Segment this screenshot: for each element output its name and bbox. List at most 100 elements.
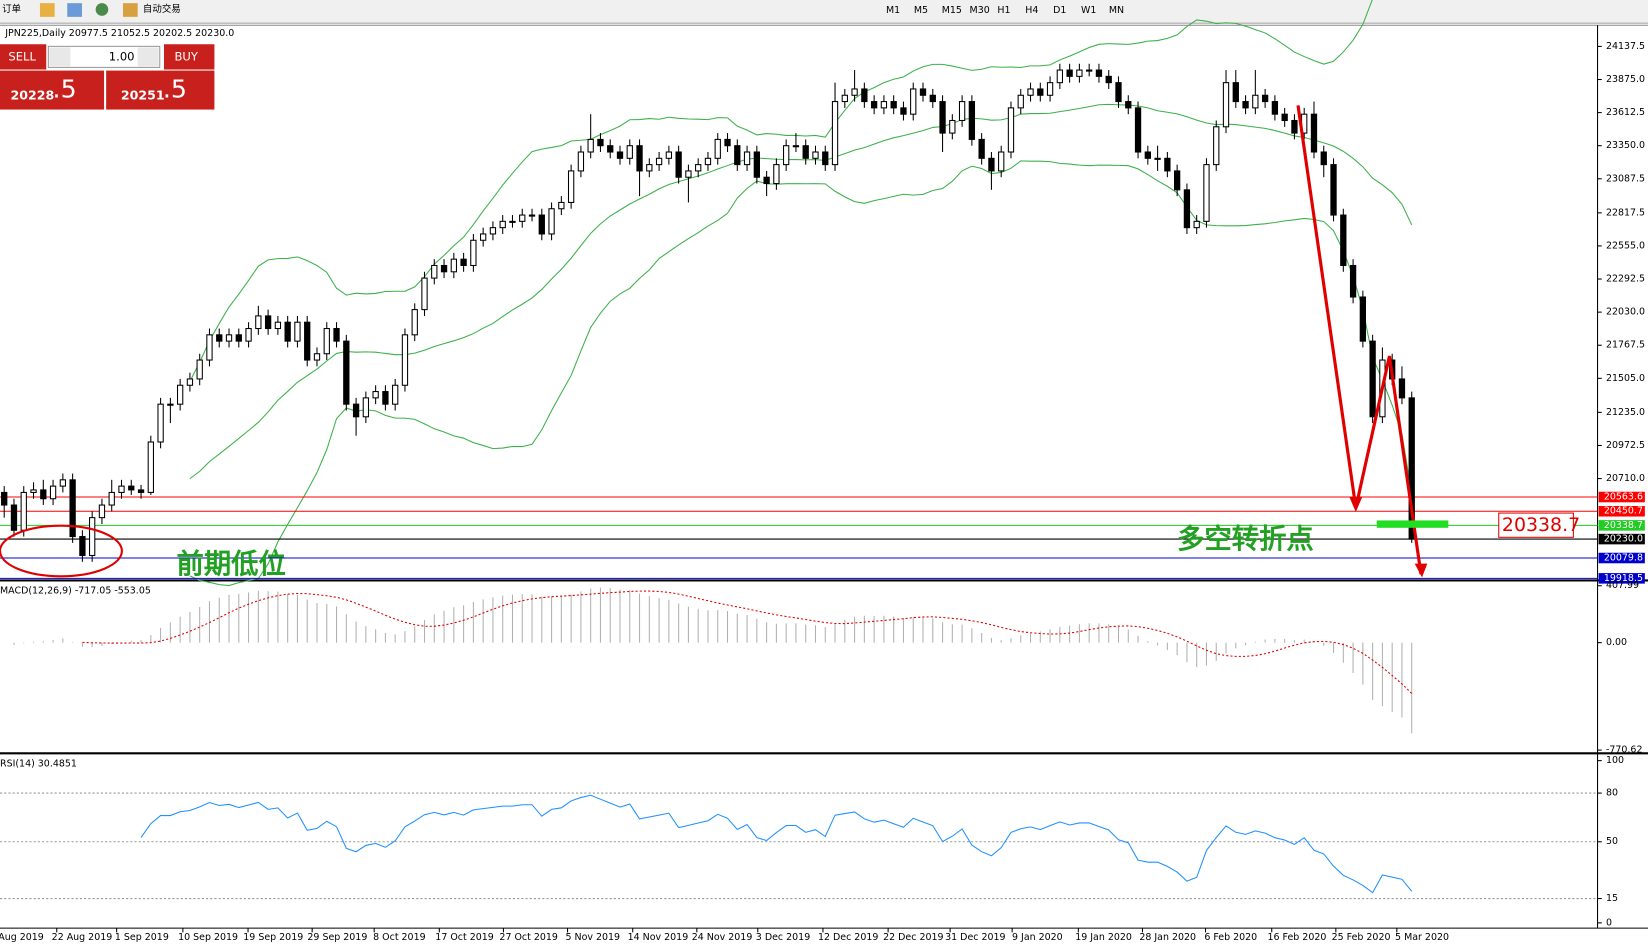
timeframe-button[interactable]: D1 (1053, 5, 1066, 16)
candle-body (401, 334, 409, 386)
candle-body (216, 334, 223, 342)
buy-label[interactable]: BUY (174, 49, 198, 63)
candle-body (480, 233, 487, 241)
timeframe-button[interactable]: H4 (1025, 5, 1038, 16)
candle-body (167, 403, 174, 406)
buy-button[interactable] (163, 44, 215, 70)
y-tick-label: 23350.0 (1606, 140, 1645, 151)
buy-price-frac[interactable]: .5 (163, 75, 187, 104)
candle-body (196, 359, 203, 380)
candle-body (939, 101, 946, 134)
candle-body (1066, 69, 1073, 77)
toolbar-auto-trading[interactable]: 自动交易 (143, 3, 181, 15)
buy-price-box[interactable] (106, 70, 215, 110)
timeframe-button[interactable]: M30 (970, 5, 990, 16)
candle-body (225, 334, 233, 342)
candle-body (20, 491, 27, 531)
sell-price-box[interactable] (0, 70, 105, 110)
candle-body (1105, 75, 1112, 84)
timeframe-button[interactable]: M1 (886, 5, 900, 16)
sell-label[interactable]: SELL (8, 49, 36, 63)
volume-down[interactable] (49, 47, 71, 67)
candle-body (323, 327, 330, 355)
y-tick-label: 21505.0 (1606, 373, 1645, 384)
volume-up[interactable] (137, 47, 159, 67)
drawn-arrow (1354, 355, 1423, 575)
level-label: 20230.0 (1604, 534, 1643, 545)
y-tick-label: 21235.0 (1606, 407, 1645, 418)
candle-body (880, 101, 888, 109)
candle-body (626, 145, 633, 159)
x-tick-label: 10 Sep 2019 (178, 932, 238, 943)
x-tick-label: 9 Jan 2020 (1012, 932, 1063, 943)
candle-body (998, 151, 1005, 172)
candle-body (890, 101, 897, 109)
drawn-ellipse (0, 524, 123, 578)
candle-body (968, 101, 976, 140)
candle-body (431, 264, 438, 279)
annotation-box (1498, 512, 1574, 538)
sell-price-frac[interactable]: .5 (53, 75, 77, 104)
y-tick-label: 22030.0 (1606, 307, 1645, 318)
candle-body (294, 321, 301, 342)
arrow-head (1414, 563, 1428, 578)
x-tick-label: 14 Nov 2019 (628, 932, 689, 943)
x-tick-label: 6 Feb 2020 (1204, 932, 1257, 943)
toolbar-order[interactable]: 订单 (2, 3, 21, 15)
annotation: 20338.7 (1502, 514, 1580, 536)
candle-body (1056, 69, 1064, 84)
x-tick-label: 28 Jan 2020 (1139, 932, 1196, 943)
candle-body (1242, 101, 1249, 109)
sell-button[interactable] (0, 44, 47, 70)
candle-body (470, 239, 477, 267)
timeframe-button[interactable]: W1 (1081, 5, 1096, 16)
candle-body (607, 145, 614, 153)
candle-body (1271, 101, 1279, 115)
y-tick-label: -770.62 (1606, 745, 1643, 756)
timeframe-button[interactable]: M15 (942, 5, 962, 16)
candle-body (783, 145, 790, 166)
annotation: 多空转折点 (1177, 523, 1314, 555)
drawn-arrow (1296, 105, 1358, 509)
sell-price[interactable]: 20228 (11, 87, 55, 102)
x-tick-label: 25 Feb 2020 (1332, 932, 1391, 943)
x-tick-label: 16 Feb 2020 (1268, 932, 1327, 943)
volume[interactable]: 1.00 (109, 49, 135, 63)
timeframe-button[interactable]: M5 (914, 5, 928, 16)
candle-body (98, 504, 106, 519)
x-tick-label: 29 Sep 2019 (307, 932, 367, 943)
candle-body (1076, 69, 1083, 77)
buy-price[interactable]: 20251 (121, 87, 165, 102)
candle-body (460, 258, 467, 267)
candle-body (538, 214, 545, 235)
icon[interactable] (39, 3, 55, 17)
candle-body (929, 94, 936, 103)
level-tag (1598, 573, 1645, 584)
candle-body (958, 101, 966, 122)
candle-body (411, 309, 418, 336)
candle-body (1340, 214, 1347, 267)
candle-body (519, 214, 526, 222)
candle-body (118, 485, 125, 493)
candle-body (362, 397, 370, 418)
candle-body (255, 315, 262, 330)
candle-body (382, 391, 389, 405)
candle-body (1046, 82, 1054, 96)
rsi-line (140, 794, 1413, 894)
candle-body (558, 201, 565, 210)
y-tick-label: 23087.5 (1606, 173, 1645, 184)
icon[interactable] (67, 3, 82, 17)
candle-body (949, 119, 956, 134)
y-tick-label: 23875.0 (1606, 74, 1645, 85)
candle-body (1369, 340, 1376, 418)
timeframe-button[interactable]: MN (1109, 5, 1124, 16)
volume-input[interactable] (47, 45, 161, 68)
icon[interactable] (122, 3, 138, 17)
candle-body (1037, 88, 1044, 96)
y-tick-label: 80 (1606, 788, 1618, 799)
rsi-label: RSI(14) 30.4851 (0, 758, 77, 769)
timeframe-button[interactable]: H1 (997, 5, 1010, 16)
icon[interactable] (95, 3, 109, 16)
candle-body (352, 403, 360, 418)
level-label: 19918.5 (1604, 573, 1643, 584)
